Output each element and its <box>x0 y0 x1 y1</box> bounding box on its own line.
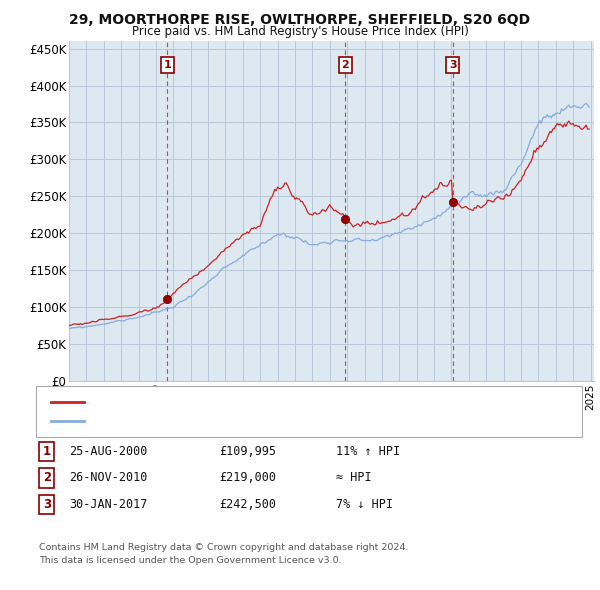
Text: 1: 1 <box>163 60 171 70</box>
Text: £242,500: £242,500 <box>219 498 276 511</box>
Text: 3: 3 <box>449 60 457 70</box>
Text: 29, MOORTHORPE RISE, OWLTHORPE, SHEFFIELD, S20 6QD (detached house): 29, MOORTHORPE RISE, OWLTHORPE, SHEFFIEL… <box>93 397 495 407</box>
Text: Contains HM Land Registry data © Crown copyright and database right 2024.: Contains HM Land Registry data © Crown c… <box>39 543 409 552</box>
Text: 1: 1 <box>43 445 51 458</box>
Text: 7% ↓ HPI: 7% ↓ HPI <box>336 498 393 511</box>
Text: 11% ↑ HPI: 11% ↑ HPI <box>336 445 400 458</box>
Text: 30-JAN-2017: 30-JAN-2017 <box>69 498 148 511</box>
Text: 2: 2 <box>43 471 51 484</box>
Text: HPI: Average price, detached house, Sheffield: HPI: Average price, detached house, Shef… <box>93 417 332 426</box>
Text: Price paid vs. HM Land Registry's House Price Index (HPI): Price paid vs. HM Land Registry's House … <box>131 25 469 38</box>
Text: 3: 3 <box>43 498 51 511</box>
Text: 26-NOV-2010: 26-NOV-2010 <box>69 471 148 484</box>
Text: ≈ HPI: ≈ HPI <box>336 471 371 484</box>
Text: £109,995: £109,995 <box>219 445 276 458</box>
Text: This data is licensed under the Open Government Licence v3.0.: This data is licensed under the Open Gov… <box>39 556 341 565</box>
Text: 2: 2 <box>341 60 349 70</box>
Text: £219,000: £219,000 <box>219 471 276 484</box>
Text: 25-AUG-2000: 25-AUG-2000 <box>69 445 148 458</box>
Text: 29, MOORTHORPE RISE, OWLTHORPE, SHEFFIELD, S20 6QD: 29, MOORTHORPE RISE, OWLTHORPE, SHEFFIEL… <box>70 13 530 27</box>
